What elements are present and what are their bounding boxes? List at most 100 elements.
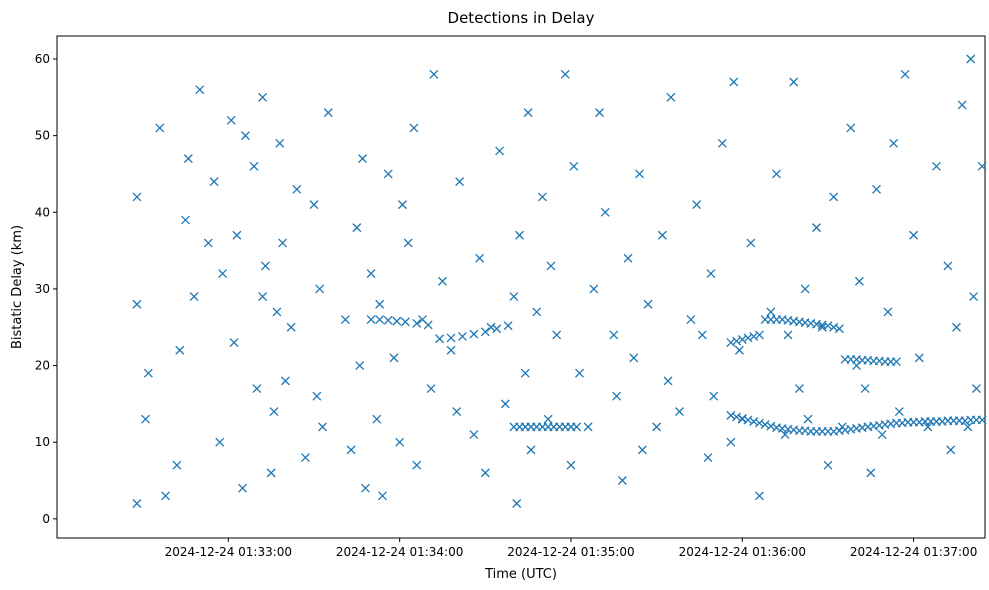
data-point	[931, 161, 941, 171]
data-point	[203, 238, 213, 248]
data-point	[666, 92, 676, 102]
data-point	[340, 315, 350, 325]
data-point	[403, 238, 413, 248]
data-point	[458, 331, 467, 341]
data-point	[823, 321, 833, 331]
data-point	[854, 276, 864, 286]
x-tick-label: 2024-12-24 01:34:00	[336, 545, 463, 559]
data-point	[766, 307, 776, 317]
data-point	[846, 123, 856, 133]
data-point	[783, 330, 793, 340]
data-point	[754, 418, 764, 428]
data-point	[383, 169, 393, 179]
data-point	[746, 238, 756, 248]
data-point	[834, 324, 844, 334]
data-point	[215, 437, 225, 447]
data-point	[495, 146, 505, 156]
data-point	[663, 376, 673, 386]
data-point	[400, 317, 410, 327]
data-point	[252, 384, 262, 394]
data-point	[526, 445, 536, 455]
data-point	[749, 331, 759, 341]
data-point	[717, 138, 727, 148]
data-point	[486, 322, 496, 332]
y-tick-label: 50	[35, 129, 50, 143]
data-point	[155, 123, 165, 133]
data-point	[218, 269, 228, 279]
data-point	[132, 299, 142, 309]
data-point	[469, 430, 479, 439]
data-point	[595, 108, 604, 118]
data-point	[914, 353, 924, 363]
data-point	[161, 491, 170, 501]
data-point	[232, 230, 242, 240]
data-point	[143, 368, 153, 378]
x-axis-label: Time (UTC)	[484, 567, 557, 582]
data-point	[346, 445, 356, 455]
data-point	[423, 320, 433, 330]
data-point	[726, 338, 736, 348]
data-point	[543, 414, 553, 424]
data-point	[512, 499, 522, 508]
data-point	[226, 115, 236, 125]
data-point	[469, 329, 479, 339]
data-point	[323, 108, 333, 118]
data-point	[300, 453, 310, 462]
data-point	[141, 414, 150, 424]
data-point	[172, 460, 182, 470]
data-point	[412, 318, 422, 328]
data-point	[181, 215, 190, 225]
data-point	[966, 54, 976, 64]
data-point	[438, 276, 447, 286]
data-point	[589, 284, 599, 294]
data-point	[560, 69, 570, 79]
data-point	[866, 468, 876, 478]
data-point	[860, 384, 870, 394]
data-point	[546, 261, 556, 271]
data-point	[737, 413, 747, 423]
x-tick-label: 2024-12-24 01:35:00	[507, 545, 634, 559]
data-point	[238, 483, 248, 493]
data-point	[703, 453, 713, 462]
data-point	[794, 384, 804, 394]
y-tick-label: 20	[35, 359, 50, 373]
data-point	[697, 330, 707, 340]
data-point	[375, 315, 385, 325]
data-point	[552, 330, 562, 340]
data-point	[240, 131, 250, 141]
data-point	[754, 491, 764, 501]
data-point	[706, 269, 716, 279]
data-point	[766, 421, 776, 431]
data-point	[900, 69, 910, 79]
data-point	[734, 345, 744, 355]
data-point	[692, 200, 702, 210]
data-point	[275, 138, 285, 148]
x-axis: 2024-12-24 01:33:00 2024-12-24 01:34:00 20…	[165, 538, 977, 559]
data-point	[315, 284, 325, 294]
data-point	[260, 261, 270, 271]
data-point	[709, 391, 719, 401]
data-point	[629, 353, 639, 363]
y-tick-label: 60	[35, 52, 50, 66]
data-point	[258, 92, 268, 102]
data-point	[392, 316, 402, 326]
y-axis-label: Bistatic Delay (km)	[10, 225, 25, 349]
data-point	[372, 414, 382, 424]
data-point	[812, 223, 821, 233]
data-point	[743, 333, 753, 343]
data-point	[209, 177, 219, 187]
data-point	[732, 412, 742, 422]
data-point	[829, 322, 839, 332]
data-point	[977, 415, 987, 425]
data-point	[800, 284, 810, 294]
data-point	[877, 430, 887, 439]
data-point	[269, 407, 279, 417]
data-point	[446, 345, 456, 355]
data-point	[358, 154, 367, 164]
data-point	[532, 307, 542, 317]
data-point	[600, 207, 610, 217]
data-point	[455, 177, 465, 187]
data-point	[635, 169, 644, 179]
data-point	[480, 327, 490, 337]
data-point	[520, 368, 530, 378]
